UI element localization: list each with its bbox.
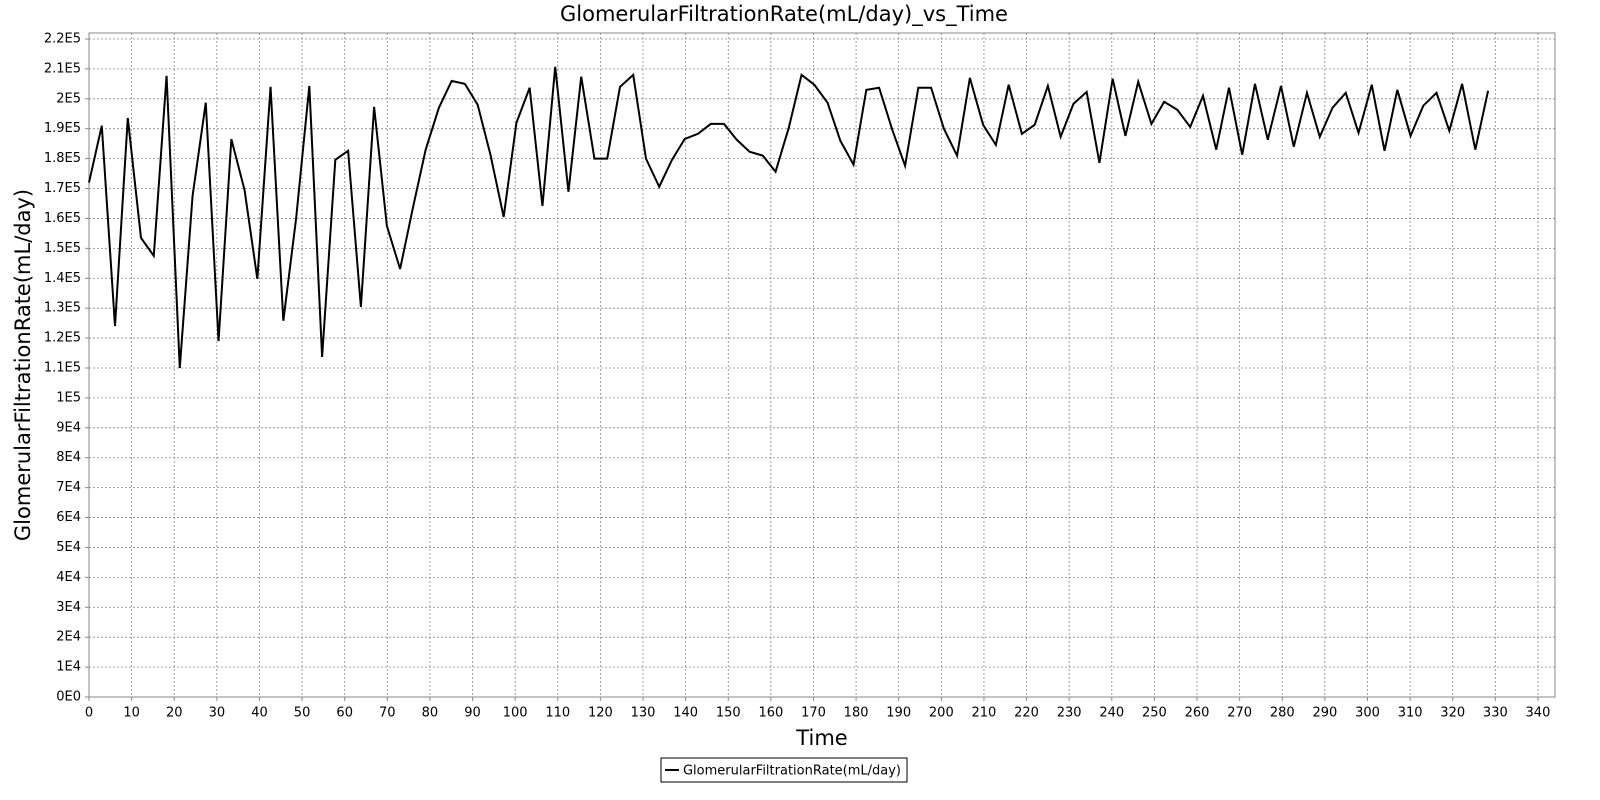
- x-tick-label: 340: [1526, 706, 1551, 721]
- legend-label: GlomerularFiltrationRate(mL/day): [683, 764, 901, 779]
- x-tick-label: 150: [716, 706, 741, 721]
- x-tick-label: 320: [1440, 706, 1465, 721]
- x-tick-label: 140: [673, 706, 698, 721]
- x-tick-label: 100: [503, 706, 528, 721]
- x-tick-label: 190: [886, 706, 911, 721]
- x-tick-label: 240: [1099, 706, 1124, 721]
- y-tick-label: 1.5E5: [44, 241, 81, 256]
- x-tick-label: 110: [545, 706, 570, 721]
- x-tick-label: 300: [1355, 706, 1380, 721]
- y-tick-label: 1.7E5: [44, 181, 81, 196]
- y-tick-label: 1.4E5: [44, 271, 81, 286]
- y-tick-label: 5E4: [56, 540, 81, 555]
- legend: GlomerularFiltrationRate(mL/day): [660, 757, 908, 783]
- x-tick-label: 170: [801, 706, 826, 721]
- x-tick-label: 330: [1483, 706, 1508, 721]
- x-tick-label: 40: [251, 706, 268, 721]
- y-tick-label: 7E4: [56, 480, 81, 495]
- y-tick-label: 2.2E5: [44, 31, 81, 46]
- y-tick-label: 2.1E5: [44, 61, 81, 76]
- x-tick-label: 0: [85, 706, 93, 721]
- y-tick-label: 1E5: [56, 390, 81, 405]
- x-tick-label: 70: [379, 706, 396, 721]
- y-tick-label: 6E4: [56, 510, 81, 525]
- y-tick-label: 1.6E5: [44, 211, 81, 226]
- x-tick-label: 220: [1014, 706, 1039, 721]
- x-axis-label: Time: [795, 726, 847, 750]
- y-tick-label: 4E4: [56, 570, 81, 585]
- x-tick-label: 20: [166, 706, 183, 721]
- y-tick-label: 3E4: [56, 600, 81, 615]
- y-tick-label: 8E4: [56, 450, 81, 465]
- y-axis-label: GlomerularFiltrationRate(mL/day): [11, 189, 35, 541]
- y-tick-label: 2E4: [56, 630, 81, 645]
- x-tick-label: 120: [588, 706, 613, 721]
- x-tick-label: 210: [972, 706, 997, 721]
- chart-title: GlomerularFiltrationRate(mL/day)_vs_Time: [560, 2, 1008, 27]
- y-tick-label: 1.8E5: [44, 151, 81, 166]
- x-tick-label: 280: [1270, 706, 1295, 721]
- y-tick-label: 1.3E5: [44, 301, 81, 316]
- legend-box: [660, 757, 908, 783]
- x-tick-label: 230: [1057, 706, 1082, 721]
- x-tick-label: 200: [929, 706, 954, 721]
- x-tick-label: 250: [1142, 706, 1167, 721]
- x-tick-label: 260: [1185, 706, 1210, 721]
- plot-area: [88, 32, 1556, 698]
- x-tick-label: 160: [758, 706, 783, 721]
- series-line: [88, 66, 1490, 369]
- x-tick-label: 290: [1312, 706, 1337, 721]
- x-tick-label: 130: [631, 706, 656, 721]
- x-tick-label: 90: [464, 706, 481, 721]
- y-tick-label: 1E4: [56, 660, 81, 675]
- y-tick-label: 1.1E5: [44, 360, 81, 375]
- y-tick-label: 0E0: [56, 690, 81, 705]
- x-tick-label: 30: [209, 706, 226, 721]
- y-tick-label: 1.2E5: [44, 331, 81, 346]
- y-tick-label: 9E4: [56, 420, 81, 435]
- x-tick-label: 60: [336, 706, 353, 721]
- y-tick-label: 1.9E5: [44, 121, 81, 136]
- x-tick-label: 10: [123, 706, 140, 721]
- y-tick-label: 2E5: [56, 91, 81, 106]
- x-tick-label: 50: [294, 706, 311, 721]
- x-tick-label: 180: [844, 706, 869, 721]
- x-tick-label: 310: [1398, 706, 1423, 721]
- x-tick-label: 270: [1227, 706, 1252, 721]
- x-tick-label: 80: [422, 706, 439, 721]
